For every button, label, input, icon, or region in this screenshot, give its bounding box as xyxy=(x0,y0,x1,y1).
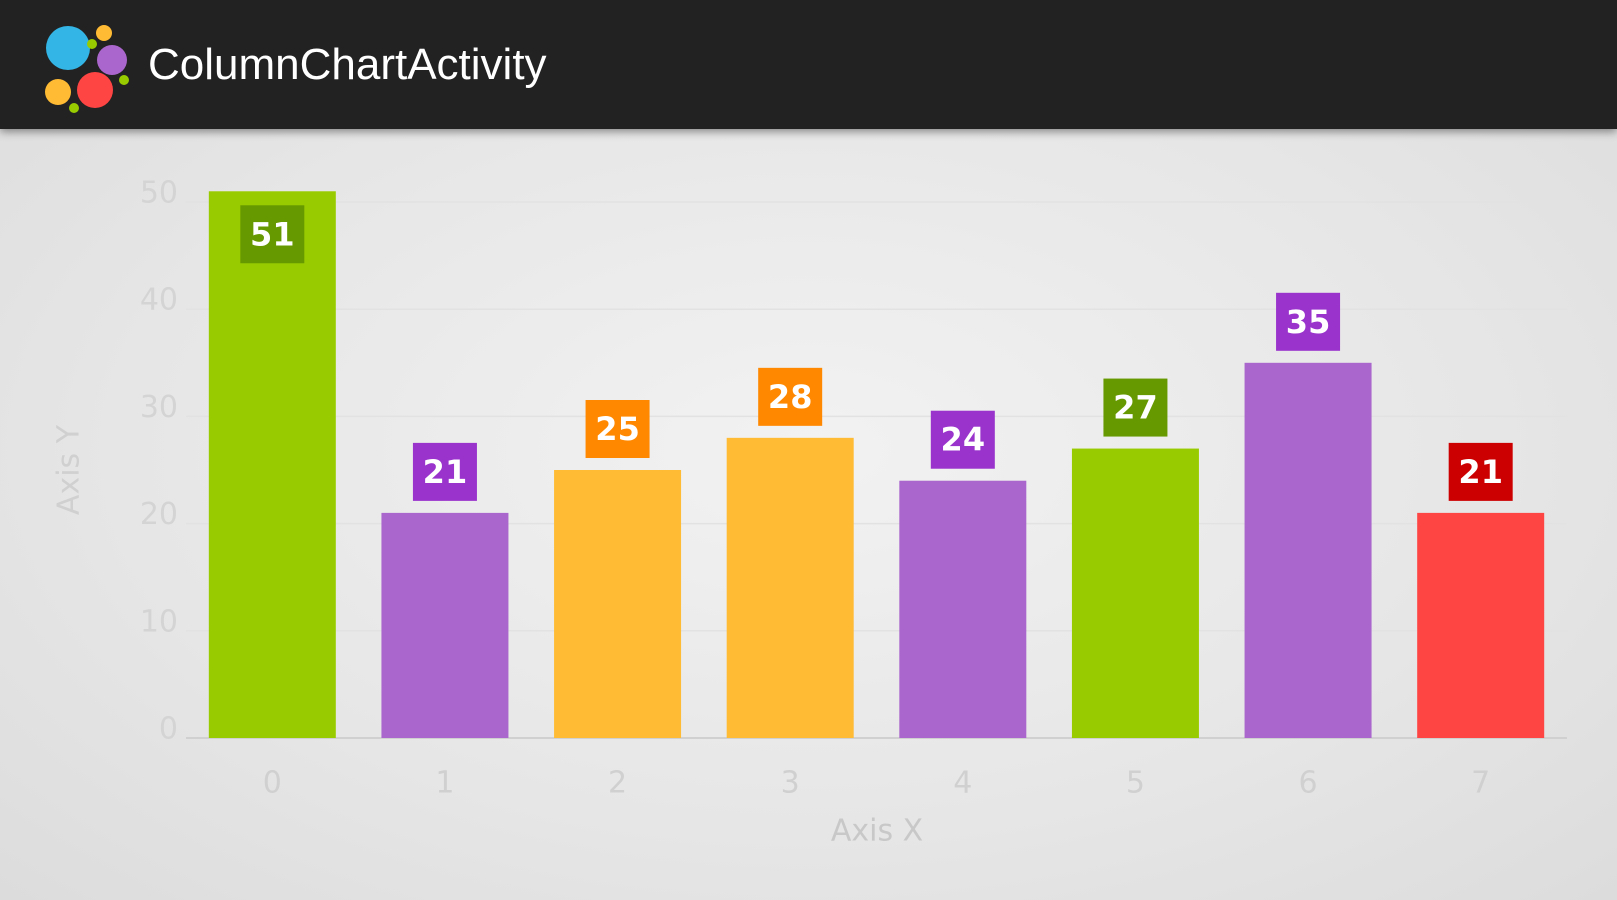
value-label: 27 xyxy=(1113,389,1158,427)
value-label: 25 xyxy=(595,410,640,448)
value-label-box xyxy=(1103,378,1168,437)
bar xyxy=(381,512,509,738)
value-label-box xyxy=(585,400,650,458)
x-tick-label: 7 xyxy=(1471,766,1490,801)
app-icon xyxy=(45,25,129,113)
y-tick-label: 40 xyxy=(140,283,178,318)
x-tick-label: 1 xyxy=(435,766,454,801)
value-label: 24 xyxy=(941,421,986,459)
x-tick-label: 3 xyxy=(781,766,800,801)
value-label: 21 xyxy=(423,453,468,491)
value-label-box xyxy=(1448,442,1513,501)
y-tick-label: 10 xyxy=(140,604,178,639)
value-label: 51 xyxy=(250,215,295,253)
value-label: 28 xyxy=(768,378,813,416)
bar xyxy=(1071,448,1199,738)
x-axis-title: Axis X xyxy=(831,814,923,849)
value-label: 35 xyxy=(1286,303,1331,341)
value-label-box xyxy=(412,442,477,501)
value-label-box xyxy=(1276,292,1341,351)
value-label: 21 xyxy=(1458,453,1503,491)
y-tick-label: 20 xyxy=(140,497,178,532)
x-tick-label: 0 xyxy=(263,766,282,801)
bar xyxy=(899,480,1027,738)
x-tick-label: 6 xyxy=(1299,766,1318,801)
y-tick-label: 0 xyxy=(159,712,178,747)
app-title: ColumnChartActivity xyxy=(148,40,547,89)
y-tick-label: 30 xyxy=(140,390,178,425)
app-bar: ColumnChartActivity xyxy=(0,0,1617,129)
y-tick-label: 50 xyxy=(140,176,178,211)
value-label-box xyxy=(930,410,995,469)
bar xyxy=(726,437,854,738)
bar xyxy=(1244,362,1372,738)
y-axis-title: Axis Y xyxy=(52,424,87,515)
x-tick-label: 2 xyxy=(608,766,627,801)
value-label-box xyxy=(758,367,823,426)
x-tick-label: 5 xyxy=(1126,766,1145,801)
bar xyxy=(1417,512,1545,738)
x-tick-label: 4 xyxy=(953,766,972,801)
bar xyxy=(208,191,336,738)
bar xyxy=(554,470,682,738)
value-label-box xyxy=(240,205,305,264)
